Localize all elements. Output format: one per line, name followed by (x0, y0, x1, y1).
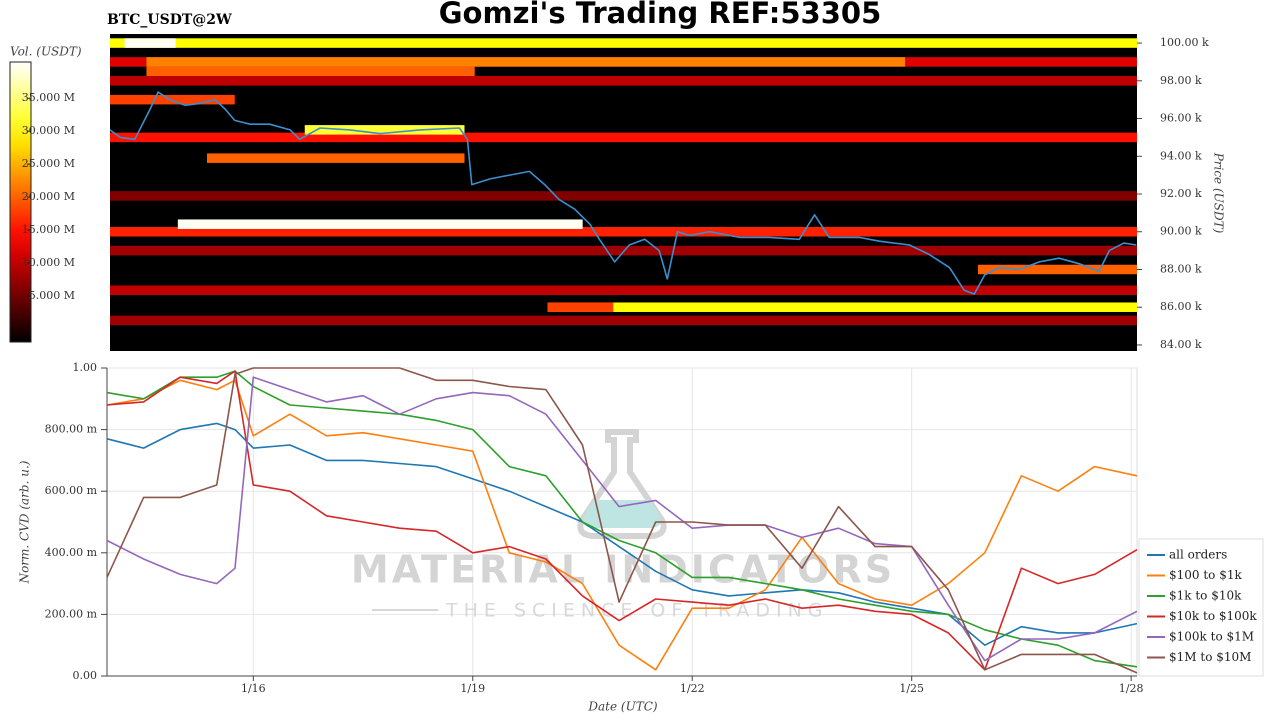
x-tick-label: 1/19 (460, 682, 485, 695)
series-line (106, 422, 1138, 646)
heatmap-cell (547, 302, 1137, 312)
legend-label: $10k to $100k (1169, 609, 1257, 623)
colorbar-tick-label: 15.000 M (22, 223, 75, 236)
y-tick-label: 800.00 m (45, 423, 98, 436)
y-tick-label: 84.00 k (1160, 338, 1202, 351)
heatmap-cell (110, 38, 1137, 48)
x-tick-label: 1/25 (899, 682, 924, 695)
heatmap-cell (177, 219, 583, 229)
heatmap-cell (304, 125, 465, 135)
colorbar-tick-label: 5.000 M (29, 289, 75, 302)
legend-label: $100 to $1k (1169, 568, 1242, 582)
heatmap-cell (110, 315, 1137, 326)
heatmap-cell (547, 302, 614, 312)
x-tick-label: 1/16 (241, 682, 266, 695)
colorbar-tick-label: 20.000 M (22, 190, 75, 203)
flask-liquid (583, 500, 661, 528)
colorbar-title: Vol. (USDT) (10, 45, 82, 59)
y-tick-label: 88.00 k (1160, 262, 1202, 275)
y-tick-label: 90.00 k (1160, 225, 1202, 238)
flask-icon (577, 429, 667, 539)
heatmap-cell (977, 264, 1137, 275)
heatmap-cell (110, 76, 1137, 86)
page-title: Gomzi's Trading REF:53305 (439, 0, 882, 30)
y-axis-title: Norm. CVD (arb. u.) (18, 460, 32, 584)
y-tick-label: 94.00 k (1160, 149, 1202, 162)
heatmap-cell (110, 226, 1137, 237)
legend-label: $100k to $1M (1169, 630, 1254, 644)
legend-label: $1k to $10k (1169, 589, 1242, 603)
chart-title: BTC_USDT@2W (107, 12, 232, 28)
legend-label: all orders (1169, 548, 1227, 562)
x-tick-label: 1/22 (680, 682, 705, 695)
heatmap-cell (207, 153, 465, 163)
y-tick-label: 86.00 k (1160, 300, 1202, 313)
price-line (109, 91, 1137, 295)
y-axis-title: Price (USDT) (1212, 152, 1226, 234)
watermark-title: MATERIAL INDICATORS (351, 548, 895, 592)
colorbar-tick-label: 10.000 M (22, 256, 75, 269)
y-tick-label: 1.00 (73, 361, 98, 374)
y-tick-label: 98.00 k (1160, 74, 1202, 87)
series-line (106, 367, 1138, 674)
y-tick-label: 0.00 (73, 669, 98, 682)
x-tick-label: 1/28 (1119, 682, 1144, 695)
y-tick-label: 600.00 m (45, 484, 98, 497)
x-axis-title: Date (UTC) (587, 700, 657, 714)
heatmap-cell (110, 132, 1137, 143)
y-tick-label: 96.00 k (1160, 112, 1202, 125)
colorbar-tick-label: 25.000 M (22, 157, 75, 170)
heatmap-cell (146, 57, 906, 67)
heatmap-cell (110, 191, 1137, 201)
colorbar-tick-label: 35.000 M (22, 91, 75, 104)
y-tick-label: 100.00 k (1160, 36, 1209, 49)
legend-label: $1M to $10M (1169, 650, 1251, 664)
heatmap-cell (110, 94, 235, 105)
colorbar-tick-label: 30.000 M (22, 124, 75, 137)
y-tick-label: 200.00 m (45, 607, 98, 620)
colorbar (9, 61, 32, 343)
y-tick-label: 92.00 k (1160, 187, 1202, 200)
heatmap-cell (110, 285, 1137, 295)
series-line (106, 370, 1138, 671)
heatmap-cell (124, 38, 176, 48)
series-line (106, 370, 1138, 668)
series-line (106, 376, 1138, 662)
series-line (106, 379, 1138, 671)
legend-box (1138, 538, 1264, 677)
watermark: MATERIAL INDICATORS THE SCIENCE OF TRADI… (351, 429, 895, 622)
y-tick-label: 400.00 m (45, 546, 98, 559)
heatmap-cell (146, 66, 475, 77)
